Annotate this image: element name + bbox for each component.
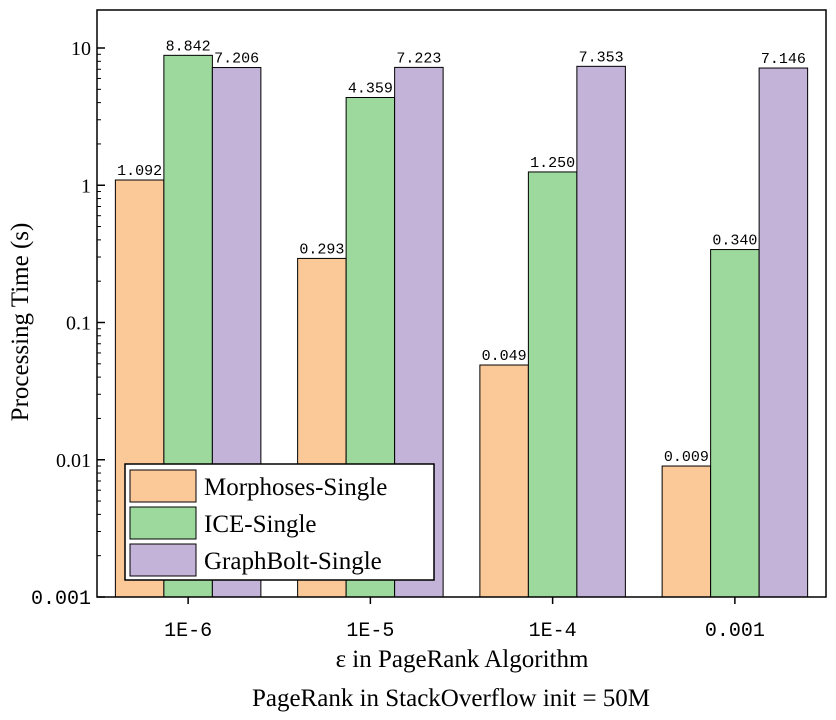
chart-caption: PageRank in StackOverflow init = 50M — [252, 685, 650, 712]
data-labels-group: 1.092 0.293 0.049 0.009 8.842 4.359 1.250 0.340… — [117, 38, 806, 466]
data-label: 1.250 — [530, 155, 575, 172]
legend: Morphoses-Single ICE-Single GraphBolt-Sing… — [124, 463, 435, 581]
x-axis-label: ε in PageRank Algorithm — [336, 646, 589, 673]
data-label: 8.842 — [166, 38, 211, 55]
bar-morphoses-single-1e-4 — [479, 364, 529, 598]
data-label: 0.009 — [664, 449, 709, 466]
data-label: 7.146 — [761, 51, 806, 68]
data-label: 0.293 — [299, 241, 344, 258]
y-tick-label: 10 — [71, 38, 91, 60]
legend-label: ICE-Single — [204, 511, 317, 538]
bar-morphoses-single-0.001 — [661, 465, 712, 598]
bar-graphbolt-single-1e-4 — [576, 65, 626, 598]
axes-group: 0.001 0.01 0.1 1 10 1E-6 1E-5 1E-4 0.001 — [31, 9, 827, 643]
data-label: 0.340 — [712, 233, 757, 250]
x-tick-label: 1E-5 — [346, 620, 394, 643]
legend-label: Morphoses-Single — [204, 474, 387, 501]
y-tick-label: 0.001 — [31, 588, 91, 611]
plot-frame — [96, 9, 827, 598]
legend-swatch — [129, 506, 197, 540]
legend-swatch — [129, 469, 197, 503]
y-axis-label: Processing Time (s) — [7, 223, 34, 422]
x-tick-label: 0.001 — [705, 620, 765, 643]
data-label: 7.353 — [579, 49, 624, 66]
bar-ice-single-0.001 — [710, 249, 760, 598]
bar-graphbolt-single-0.001 — [758, 67, 809, 598]
x-tick-label: 1E-6 — [164, 620, 212, 643]
data-label: 7.206 — [214, 51, 259, 68]
data-label: 0.049 — [482, 348, 527, 365]
y-tick-label: 1 — [81, 175, 91, 197]
data-label: 1.092 — [117, 163, 162, 180]
legend-swatch — [129, 543, 197, 577]
data-label: 7.223 — [396, 50, 441, 67]
bar-ice-single-1e-4 — [527, 171, 578, 598]
y-tick-label: 0.01 — [56, 450, 91, 472]
y-tick-label: 0.1 — [66, 313, 91, 335]
data-label: 4.359 — [348, 80, 393, 97]
x-tick-label: 1E-4 — [529, 620, 577, 643]
legend-label: GraphBolt-Single — [204, 548, 382, 575]
